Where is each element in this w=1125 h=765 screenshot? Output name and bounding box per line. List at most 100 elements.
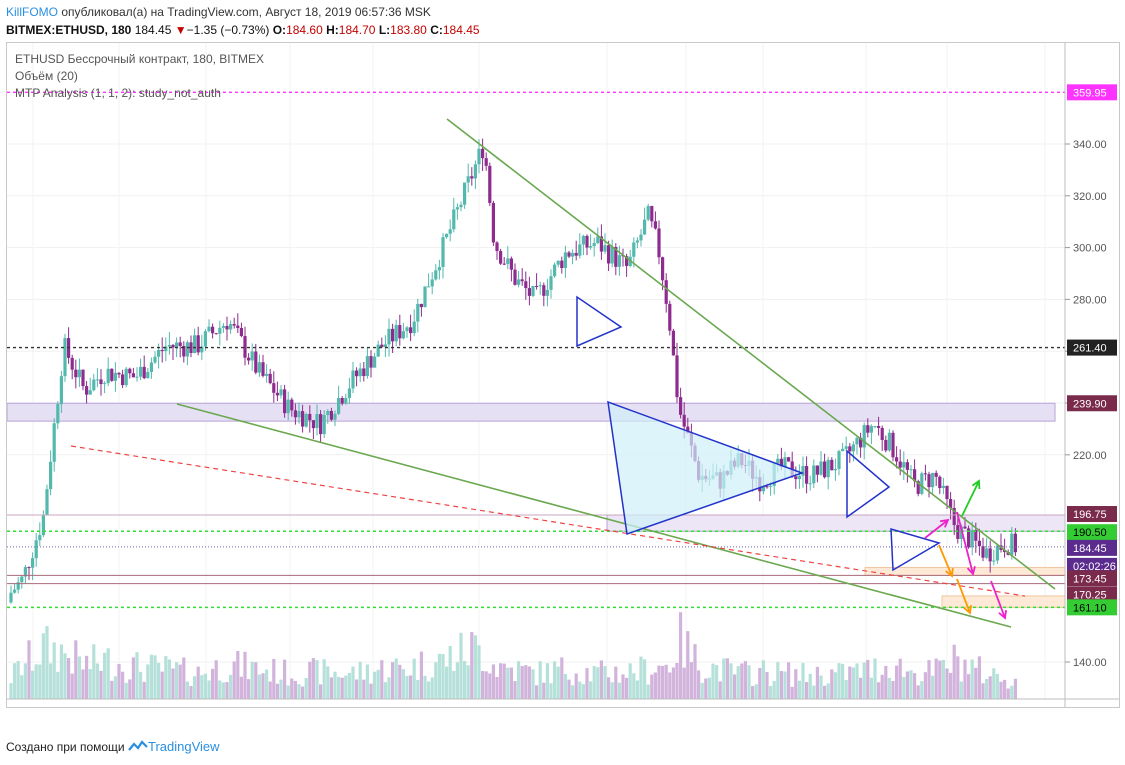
volume-bar	[679, 612, 683, 699]
candle-body	[412, 321, 416, 334]
volume-bar	[776, 662, 780, 699]
volume-bar	[844, 680, 848, 699]
candle-body	[880, 427, 884, 441]
volume-bar	[344, 675, 348, 699]
candle-body	[567, 252, 571, 257]
candle	[664, 273, 668, 313]
volume-bar	[394, 658, 398, 699]
candle-body	[99, 379, 103, 384]
candle	[607, 240, 611, 271]
candle-body	[585, 235, 589, 248]
candle-body	[268, 373, 272, 384]
candle-body	[866, 425, 870, 433]
candle	[581, 234, 585, 256]
candle	[92, 373, 96, 392]
candle	[531, 285, 535, 298]
volume-bar	[203, 673, 207, 699]
candles	[9, 138, 1017, 604]
candle-body	[610, 246, 614, 264]
candle-body	[671, 330, 675, 356]
volume-bar	[772, 680, 776, 699]
candle	[952, 499, 956, 536]
candle	[398, 314, 402, 346]
candle-body	[95, 379, 99, 381]
candle	[970, 521, 974, 556]
candle	[88, 377, 92, 395]
candle	[380, 337, 384, 348]
open-label: O:	[272, 23, 287, 37]
candle-body	[617, 255, 621, 267]
candle-body	[538, 285, 542, 287]
volume-bar	[193, 676, 197, 699]
volume-bar	[311, 658, 315, 699]
candle-body	[664, 280, 668, 304]
candle-body	[1010, 533, 1014, 555]
volume-bar	[376, 669, 380, 699]
candle	[509, 256, 513, 282]
candle-body	[995, 545, 999, 561]
candle	[434, 264, 438, 281]
volume-bar	[722, 658, 726, 699]
volume-bar	[913, 673, 917, 699]
candle-body	[905, 462, 909, 470]
price-labels: 359.95 261.40 239.90 196.75 190.50 184.45 02:0…	[1067, 84, 1117, 616]
candle-body	[635, 240, 639, 243]
price-label-text: 261.40	[1073, 343, 1107, 355]
volume-bar	[196, 666, 200, 699]
candle-body	[387, 328, 391, 345]
candle-body	[848, 446, 852, 452]
volume-bar	[643, 659, 647, 699]
price-tick-label: 280.00	[1073, 294, 1107, 306]
author-link[interactable]: KillFOMO	[6, 5, 58, 19]
volume-bar	[614, 666, 618, 699]
price-tick-label: 320.00	[1073, 191, 1107, 203]
price-label: 239.90	[1067, 395, 1117, 412]
candle-body	[398, 325, 402, 339]
volume-bar	[340, 677, 344, 699]
volume-bar	[452, 670, 456, 699]
volume-bar	[463, 661, 467, 699]
chart-area[interactable]: 140.00220.00240.00260.00280.00300.00320.…	[6, 42, 1120, 718]
candle-body	[113, 372, 117, 381]
candle-body	[239, 328, 243, 337]
volume-bar	[157, 662, 161, 699]
candle	[833, 458, 837, 481]
volume-bar	[963, 659, 967, 699]
arrow-up-green-shaft	[961, 480, 980, 517]
candle	[661, 256, 665, 291]
volume-bar	[905, 671, 909, 699]
time-axis[interactable]: 13 22 Июн 10 19 Июл 15 12:00 Авг 12 21 Сен	[27, 706, 1055, 718]
volume-bar	[225, 682, 229, 699]
candle	[506, 246, 510, 270]
volume-bar	[124, 682, 128, 699]
candle	[895, 446, 899, 469]
volume-bar	[833, 672, 837, 699]
candle	[956, 514, 960, 544]
candle-body	[311, 420, 315, 429]
volume-bar	[941, 659, 945, 699]
candle-body	[560, 260, 564, 269]
volume-bar	[725, 658, 729, 699]
volume-bar	[970, 659, 974, 699]
price-chart[interactable]: 140.00220.00240.00260.00280.00300.00320.…	[6, 43, 1119, 718]
price-change: −1.35 (−0.73%)	[186, 23, 270, 37]
candle-body	[833, 468, 837, 471]
high-value: 184.70	[338, 23, 376, 37]
volume-bar	[736, 666, 740, 699]
candle	[218, 320, 222, 346]
volume-bar	[146, 664, 150, 699]
volume-bar	[1013, 678, 1017, 699]
candle	[599, 224, 603, 260]
candle-body	[463, 182, 467, 205]
candle-body	[445, 233, 449, 238]
candle-body	[49, 461, 53, 490]
volume-bar	[401, 669, 405, 699]
volume-bar	[283, 659, 287, 699]
price-label: 359.95	[1067, 84, 1117, 101]
candle-body	[70, 357, 74, 370]
volume-bar	[830, 669, 834, 699]
candle	[934, 470, 938, 486]
tradingview-link[interactable]: TradingView	[147, 739, 220, 754]
candle	[884, 435, 888, 453]
candle	[567, 250, 571, 259]
